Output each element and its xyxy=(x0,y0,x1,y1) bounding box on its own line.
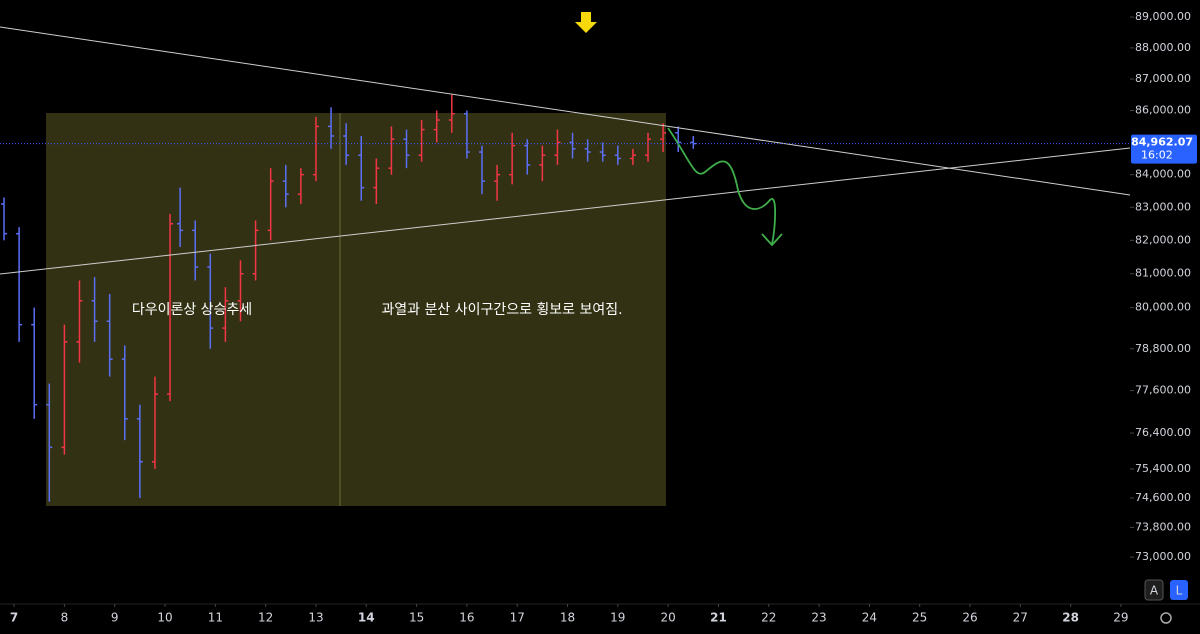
x-tick-label: 18 xyxy=(560,611,575,625)
x-tick-label: 29 xyxy=(1113,611,1128,625)
x-tick-label: 27 xyxy=(1013,611,1028,625)
last-price-badge xyxy=(1131,134,1197,164)
x-tick-label: 19 xyxy=(610,611,625,625)
range-box xyxy=(46,113,666,506)
x-tick-label: 11 xyxy=(208,611,223,625)
y-tick-label: 84,000.00 xyxy=(1135,168,1191,181)
x-tick-label: 25 xyxy=(912,611,927,625)
y-tick-label: 78,800.00 xyxy=(1135,342,1191,355)
x-tick-label: 10 xyxy=(157,611,172,625)
y-tick-label: 82,000.00 xyxy=(1135,233,1191,246)
x-tick-label: 14 xyxy=(358,611,375,625)
projection-path xyxy=(667,127,777,245)
price-axis xyxy=(1130,0,1200,634)
y-tick-label: 81,000.00 xyxy=(1135,267,1191,280)
x-tick-label: 13 xyxy=(308,611,323,625)
x-tick-label: 26 xyxy=(962,611,977,625)
x-tick-label: 17 xyxy=(510,611,525,625)
axes: 89,000.00 88,000.00 87,000.00 86,000.00 84,0… xyxy=(0,10,1197,625)
countdown-label: 16:02 xyxy=(1141,149,1173,162)
y-tick-label: 87,000.00 xyxy=(1135,72,1191,85)
button-label[interactable]: A xyxy=(1150,584,1159,598)
last-price-label: 84,962.07 xyxy=(1131,136,1193,149)
y-tick-label: 86,000.00 xyxy=(1135,104,1191,117)
y-tick-label: 73,000.00 xyxy=(1135,550,1191,563)
x-tick-label: 22 xyxy=(761,611,776,625)
x-tick-label: 16 xyxy=(459,611,474,625)
auto-scale-button[interactable] xyxy=(1144,579,1164,601)
x-tick-label: 21 xyxy=(710,611,727,625)
marker-arrow xyxy=(575,12,597,33)
y-tick-label: 77,600.00 xyxy=(1135,384,1191,397)
trend-line-down xyxy=(0,26,1131,196)
projection-arrowhead xyxy=(761,233,783,247)
x-tick-label: 15 xyxy=(409,611,424,625)
y-tick-label: 80,000.00 xyxy=(1135,301,1191,314)
settings-icon[interactable] xyxy=(1160,612,1172,624)
y-tick-label: 89,000.00 xyxy=(1135,10,1191,23)
button-label[interactable]: L xyxy=(1176,584,1183,598)
x-tick-label: 8 xyxy=(61,611,69,625)
x-tick-label: 24 xyxy=(862,611,877,625)
y-tick-label: 73,800.00 xyxy=(1135,520,1191,533)
y-tick-label: 88,000.00 xyxy=(1135,41,1191,54)
log-scale-button[interactable] xyxy=(1170,580,1188,600)
trend-line-up xyxy=(0,147,1131,275)
x-tick-label: 7 xyxy=(10,611,18,625)
x-tick-label: 9 xyxy=(111,611,119,625)
y-tick-label: 76,400.00 xyxy=(1135,426,1191,439)
annotation: 과열과 분산 사이구간으로 횡보로 보여짐. xyxy=(381,302,622,318)
x-tick-label: 23 xyxy=(811,611,826,625)
y-tick-label: 83,000.00 xyxy=(1135,200,1191,213)
x-tick-label: 28 xyxy=(1062,611,1079,625)
annotation: 다우이론상 상승추세 xyxy=(132,302,252,318)
y-tick-label: 75,400.00 xyxy=(1135,462,1191,475)
y-tick-label: 74,600.00 xyxy=(1135,491,1191,504)
x-tick-label: 20 xyxy=(660,611,675,625)
x-tick-label: 12 xyxy=(258,611,273,625)
price-bars xyxy=(1,94,697,502)
